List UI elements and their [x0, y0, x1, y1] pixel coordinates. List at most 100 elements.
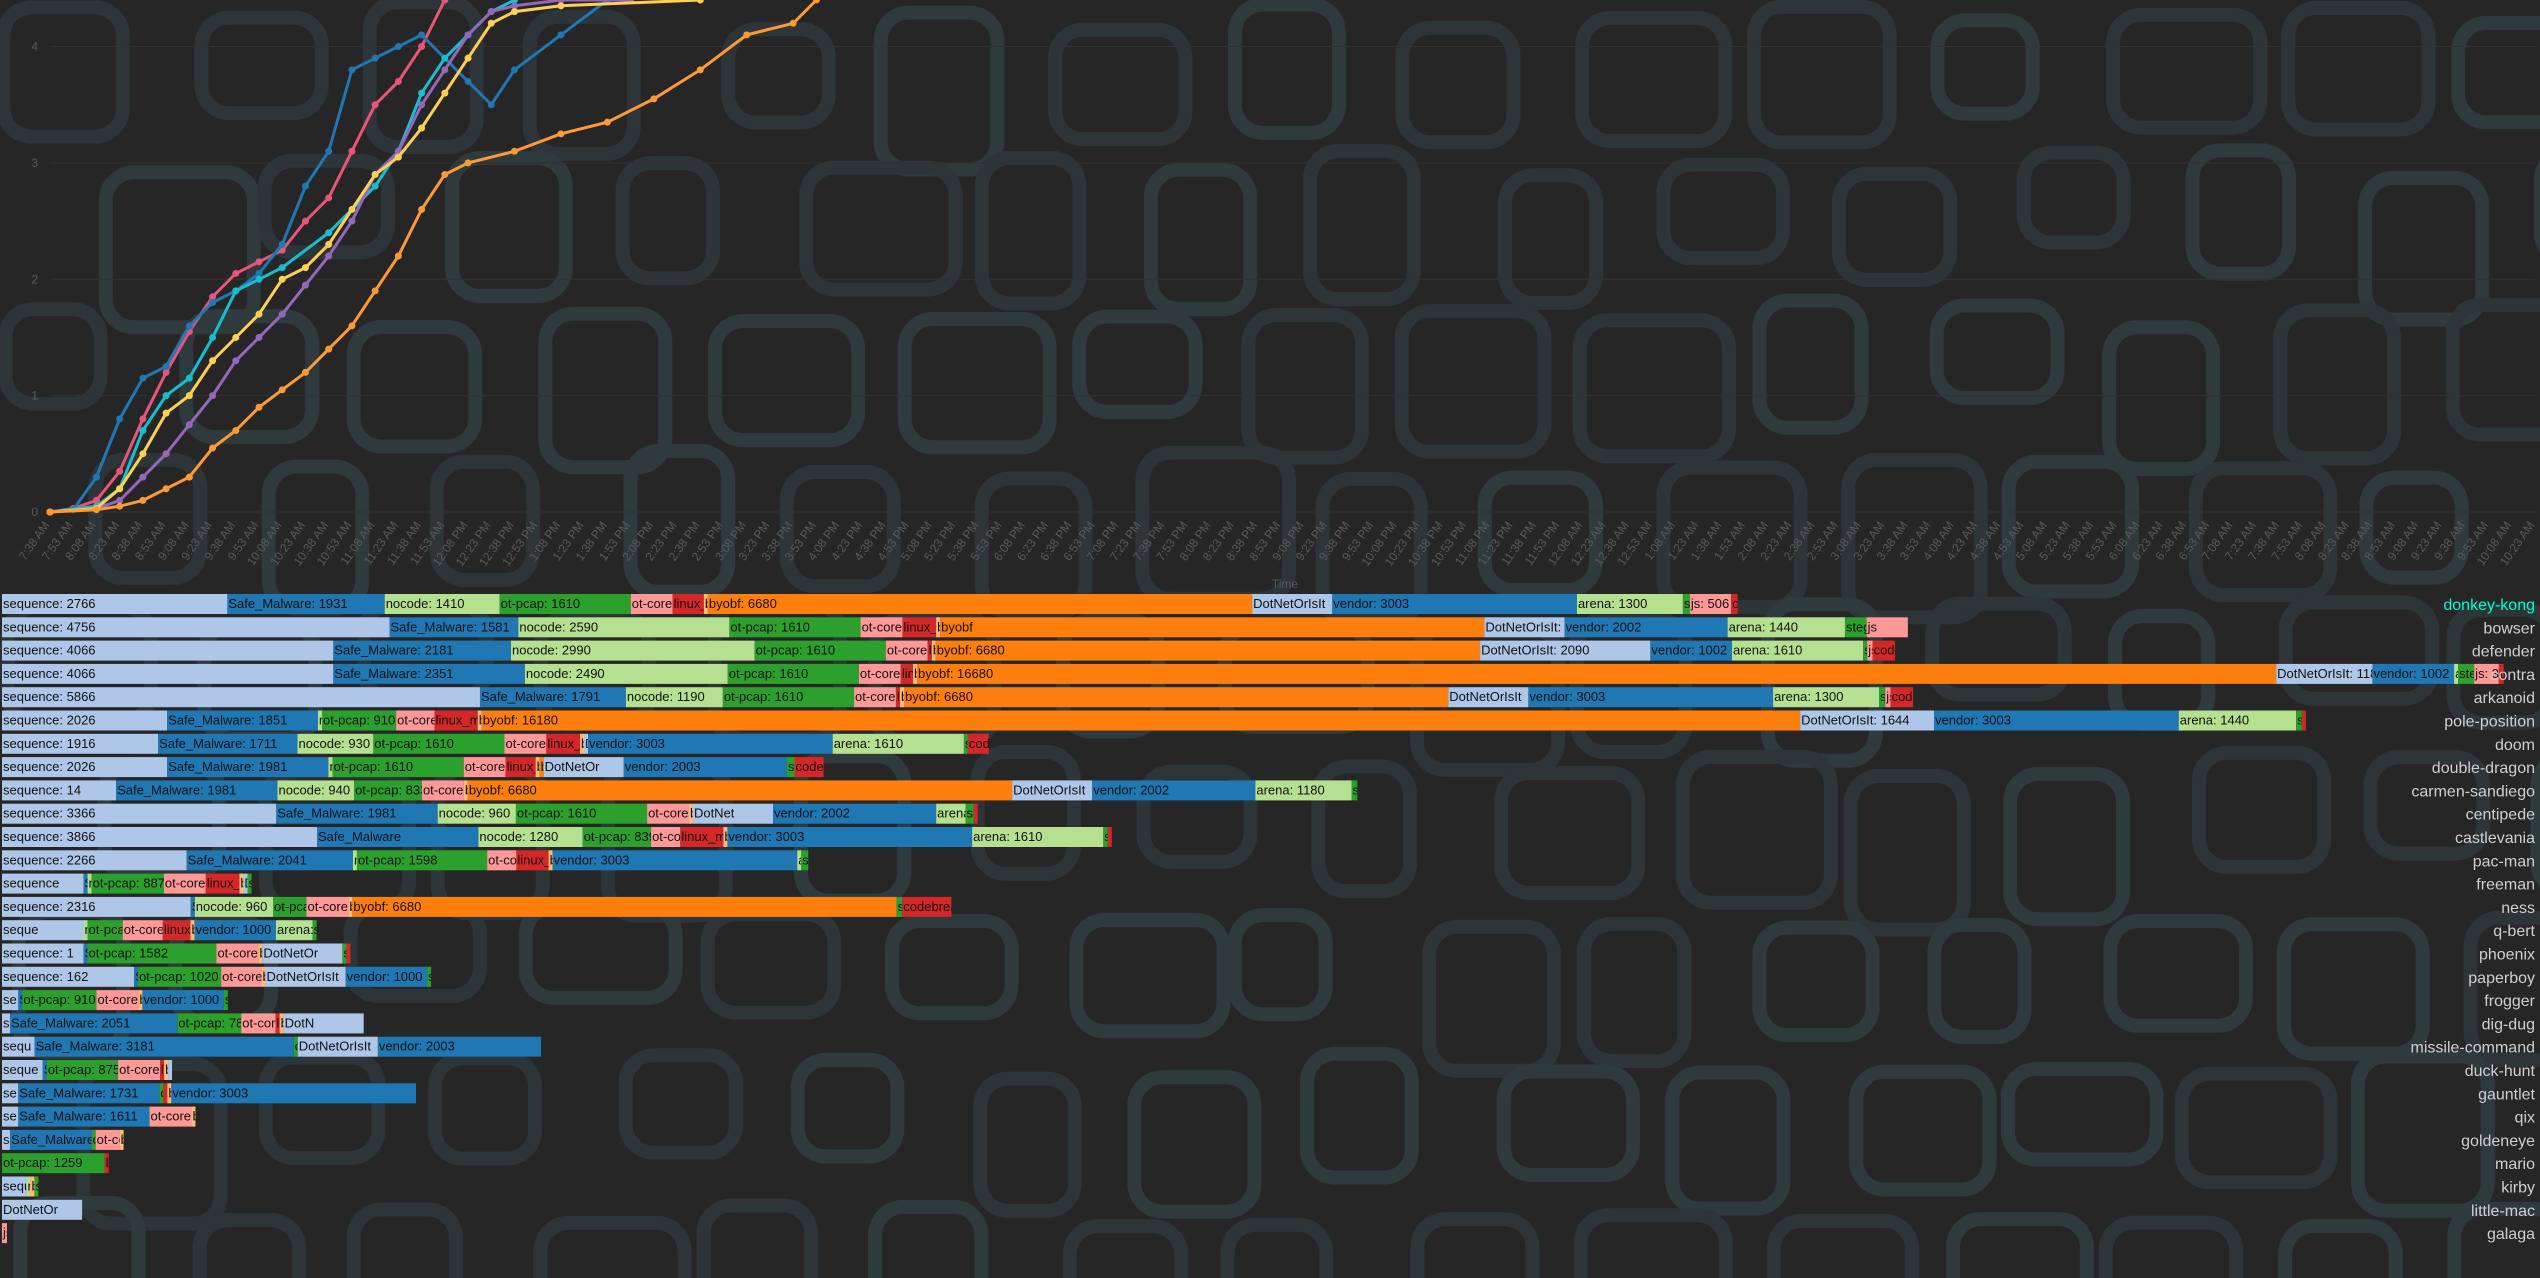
bar-segment[interactable]: arena — [2454, 663, 2489, 684]
bar-segment[interactable]: n — [352, 850, 361, 871]
bar-segment[interactable]: base — [477, 710, 507, 731]
bar-segment[interactable]: sequence: 4756 — [2, 617, 390, 638]
bar-segment[interactable] — [163, 1083, 168, 1104]
bar-segment[interactable]: js: 66 — [1867, 640, 1899, 661]
bar-segment[interactable]: arena: 1440 — [1727, 617, 1845, 638]
bar-segment[interactable]: ot-core: 514 — [421, 780, 492, 801]
bar-segment[interactable]: base: 28 — [239, 873, 290, 894]
bar-segment[interactable]: base: 28 — [931, 640, 983, 661]
bar-segment[interactable]: base: 28 — [190, 920, 241, 941]
bar-segment[interactable]: linux_memory_intro: 413 — [902, 617, 1045, 638]
bar-segment[interactable]: seque — [2, 1060, 43, 1080]
bar-segment[interactable]: s — [2, 1013, 11, 1034]
bar-segment[interactable]: nocode: 2490 — [524, 663, 728, 684]
bar-segment[interactable]: base — [138, 990, 167, 1011]
bar-segment[interactable]: DotN — [283, 1013, 364, 1034]
bar-segment[interactable]: ot-pcap: 785 — [177, 1013, 250, 1034]
bar-segment[interactable]: base: 28 — [258, 943, 309, 964]
bar-segment[interactable]: sequence: 4066 — [2, 663, 334, 684]
bar-segment[interactable]: steg: 42 — [342, 943, 389, 964]
bar-segment[interactable]: steg: 55 — [1103, 827, 1150, 847]
bar-segment[interactable]: ot-pcap: 1610 — [729, 617, 861, 638]
bar-segment[interactable]: nocode: 2990 — [511, 640, 755, 661]
bar-segment[interactable]: ot-p — [293, 1036, 317, 1057]
bar-segment[interactable]: Safe_Malware: 1981 — [116, 780, 278, 801]
bar-segment[interactable]: codebreaking: 357 — [794, 757, 902, 778]
bar-segment[interactable]: byobf: 6680 — [707, 594, 1253, 614]
bar-segment[interactable]: sequence: 1916 — [2, 733, 159, 754]
bar-segment[interactable]: DotNetOrIsIt: 1644 — [1800, 710, 1935, 731]
bar-segment[interactable]: vendor: 2003 — [623, 757, 787, 778]
bar-segment[interactable]: byobf: 6680 — [352, 896, 897, 917]
bar-segment[interactable]: DotNetOrIsIt — [297, 1036, 378, 1057]
bar-segment[interactable]: linux_memory_intro: 413 — [546, 733, 689, 754]
bar-segment[interactable]: base: 6 — [30, 1176, 74, 1197]
bar-segment[interactable] — [2301, 710, 2306, 731]
bar-segment[interactable]: base: 28 — [900, 687, 951, 708]
bar-segment[interactable]: ot-core: 514 — [149, 1106, 220, 1127]
bar-segment[interactable]: arena: 1610 — [972, 827, 1104, 847]
bar-segment[interactable]: s — [223, 990, 232, 1011]
bar-segment[interactable]: crypto — [1731, 594, 1767, 614]
bar-segment[interactable]: linux_m — [900, 663, 947, 684]
bar-segment[interactable]: ot-core: 514 — [163, 873, 234, 894]
bar-segment[interactable]: DotNetOrIsIt: 983 — [1484, 617, 1586, 638]
bar-segment[interactable]: ste — [247, 873, 266, 894]
bar-segment[interactable]: byo — [539, 757, 562, 778]
bar-segment[interactable]: linux_memory_intro: 339 — [162, 920, 306, 941]
bar-segment[interactable]: ot-pcap: 910 — [321, 710, 397, 731]
bar-segment[interactable]: steg: 71 — [1351, 780, 1398, 801]
bar-segment[interactable]: ot-pcap: 1610 — [722, 687, 855, 708]
bar-segment[interactable]: Safe — [83, 943, 111, 964]
bar-segment[interactable]: DotNet — [692, 803, 774, 824]
bar-segment[interactable]: DotNetOrIsIt: 2090 — [1480, 640, 1651, 661]
bar-segment[interactable]: DotNe — [243, 873, 281, 894]
bar-segment[interactable]: ot-pcap: 1610 — [499, 594, 631, 614]
bar-segment[interactable]: Safe_Malware: 10 — [10, 1129, 116, 1150]
bar-segment[interactable]: D — [584, 733, 594, 754]
bar-segment[interactable]: base: DotN — [723, 827, 789, 847]
bar-segment[interactable]: arena: 1300 — [1576, 594, 1683, 614]
bar-segment[interactable]: ot-pcap: 875 — [46, 1060, 120, 1080]
bar-segment[interactable]: base: 28 — [703, 594, 755, 614]
bar-segment[interactable]: linux_memory_intro: 529 — [680, 827, 823, 847]
bar-segment[interactable]: Sa — [83, 873, 101, 894]
bar-segment[interactable] — [1107, 827, 1112, 847]
bar-segment[interactable]: vendor: 3003 — [1934, 710, 2179, 731]
bar-segment[interactable]: linu — [275, 1013, 297, 1034]
bar-segment[interactable]: ot-pcap: 1610 — [754, 640, 886, 661]
bar-segment[interactable]: arena: 360 — [936, 803, 999, 824]
bar-segment[interactable]: ot-pcap: 1259 — [2, 1153, 105, 1174]
bar-segment[interactable]: nocode — [317, 710, 362, 731]
bar-segment[interactable]: nocode — [87, 873, 132, 894]
bar-segment[interactable]: DotNetOrIsIt — [265, 966, 346, 987]
bar-segment[interactable]: byobf: 6680 — [904, 687, 1449, 708]
bar-segment[interactable]: steg: 101 — [965, 803, 1021, 824]
bar-segment[interactable]: steg: 93 — [786, 757, 834, 778]
bar-segment[interactable]: js: 303 — [2474, 663, 2513, 684]
bar-segment[interactable]: ot-pcap: 411 — [273, 896, 345, 917]
bar-segment[interactable]: steg: 76 — [1879, 687, 1926, 708]
bar-segment[interactable]: Safe_Malware: 1851 — [167, 710, 318, 731]
bar-segment[interactable]: Safe_Malware: 3181 — [34, 1036, 294, 1057]
bar-segment[interactable] — [973, 803, 978, 824]
bar-segment[interactable]: arena: 1610 — [1732, 640, 1864, 661]
bar-segment[interactable]: base: DotNetOr — [548, 850, 641, 871]
bar-segment[interactable]: ot- — [91, 1129, 108, 1150]
bar-segment[interactable]: codebre — [2498, 663, 2540, 684]
bar-segment[interactable]: ot-pcap: 1610 — [373, 733, 505, 754]
bar-segment[interactable]: ot-core: 514 — [885, 640, 956, 661]
bar-segment[interactable]: nocode: 960 — [194, 896, 274, 917]
bar-segment[interactable]: Safe_Malware: 2051 — [10, 1013, 178, 1034]
bar-segment[interactable]: linux_memory_intro: 529 — [434, 710, 578, 731]
bar-segment[interactable]: ba — [279, 1013, 296, 1034]
bar-segment[interactable]: nocode: 1190 — [625, 687, 723, 708]
bar-segment[interactable]: base — [167, 1083, 196, 1104]
bar-segment[interactable]: lin — [927, 640, 942, 661]
bar-segment[interactable]: arena: 1440 — [2178, 710, 2297, 731]
bar-segment[interactable]: sequence: 4066 — [2, 640, 334, 661]
bar-segment[interactable]: lin — [159, 1060, 174, 1080]
bar-segment[interactable]: linux_memory_intro: 395 — [516, 850, 659, 871]
bar-segment[interactable]: Safe_Malware: 1611 — [18, 1106, 150, 1127]
bar-segment[interactable]: base: 28 — [348, 896, 399, 917]
